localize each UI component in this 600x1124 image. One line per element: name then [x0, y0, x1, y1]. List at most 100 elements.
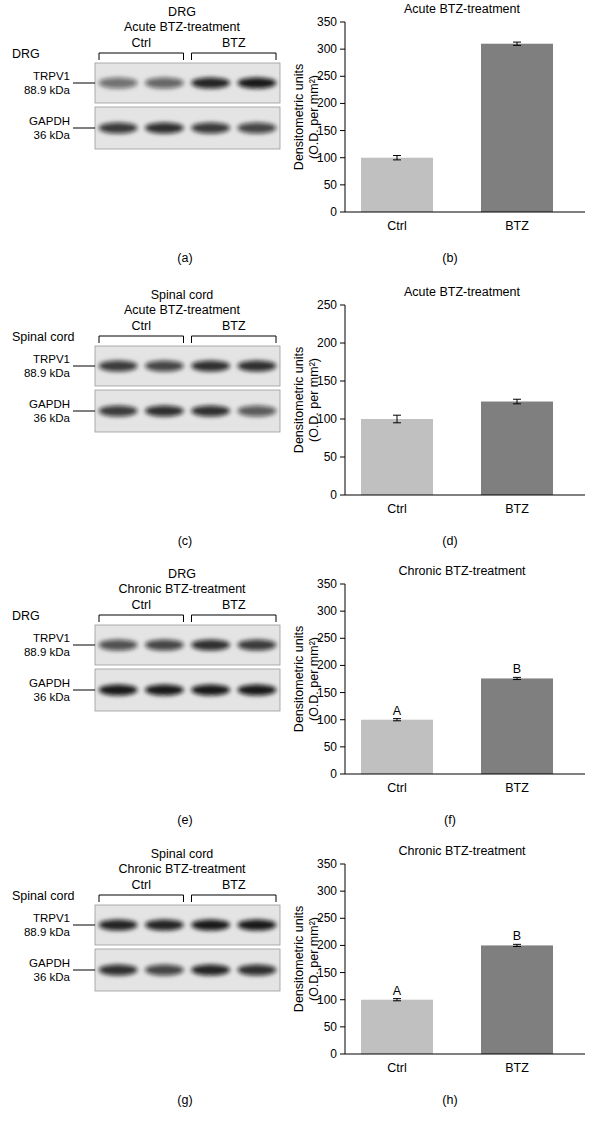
band	[145, 78, 184, 89]
y-tick	[340, 972, 345, 973]
y-tick-label: 300	[317, 42, 337, 56]
chart-title: Chronic BTZ-treatment	[398, 564, 526, 578]
group-label: BTZ	[222, 36, 246, 50]
y-tick	[340, 157, 345, 158]
row-pointer	[73, 925, 95, 926]
y-tick-label: 200	[317, 336, 337, 350]
x-tick-label: Ctrl	[387, 1061, 406, 1075]
y-tick	[340, 130, 345, 131]
annotation: B	[513, 929, 521, 943]
tissue-label: Spinal cord	[12, 889, 75, 903]
bar-chart: Chronic BTZ-treatmentDensitometric units…	[292, 844, 585, 1107]
plot-area	[361, 677, 553, 774]
panel-label: (g)	[177, 1093, 192, 1107]
band	[237, 361, 276, 372]
y-tick-label: 150	[317, 686, 337, 700]
band	[145, 685, 184, 696]
blot-title: Chronic BTZ-treatment	[118, 582, 246, 596]
y-tick	[340, 419, 345, 420]
y-axis-label-line: (O.D. per mm²)	[307, 75, 321, 159]
blot-membrane	[95, 949, 280, 991]
group-bracket	[192, 336, 277, 343]
panel-label: (c)	[178, 534, 193, 548]
bar-chart: Acute BTZ-treatmentDensitometric units(O…	[292, 2, 585, 265]
y-tick-label: 300	[317, 604, 337, 618]
band	[145, 640, 184, 651]
y-axis-label-line: Densitometric units	[292, 347, 306, 453]
panel-label: (e)	[177, 813, 192, 827]
y-tick-label: 0	[330, 488, 337, 502]
tissue-label: DRG	[12, 609, 40, 623]
size-label: 36 kDa	[34, 129, 71, 141]
panel-label: (f)	[444, 813, 456, 827]
band	[145, 406, 184, 417]
y-tick	[340, 611, 345, 612]
blot-title: Acute BTZ-treatment	[124, 20, 241, 34]
band	[191, 920, 230, 931]
size-label: 88.9 kDa	[24, 367, 71, 379]
band	[99, 640, 138, 651]
blot-membrane	[95, 390, 280, 432]
band	[99, 685, 138, 696]
blot-title: DRG	[168, 5, 196, 19]
y-tick	[340, 584, 345, 585]
blot-membrane	[95, 669, 280, 711]
group-label: Ctrl	[132, 36, 151, 50]
bar	[361, 158, 433, 212]
size-label: 88.9 kDa	[24, 926, 71, 938]
band	[237, 123, 276, 134]
row-pointer	[73, 645, 95, 646]
figure: DRGAcute BTZ-treatmentDRGCtrlBTZTRPV188.…	[0, 0, 600, 1124]
band	[191, 78, 230, 89]
group-label: BTZ	[222, 598, 246, 612]
band	[99, 406, 138, 417]
row-pointer	[73, 970, 95, 971]
plot-area	[361, 944, 553, 1054]
blot-panel: Spinal cordAcute BTZ-treatmentSpinal cor…	[12, 288, 280, 548]
y-tick	[340, 1026, 345, 1027]
x-tick-label: BTZ	[505, 219, 529, 233]
band	[145, 123, 184, 134]
y-tick	[340, 999, 345, 1000]
y-tick	[340, 891, 345, 892]
y-tick-label: 250	[317, 298, 337, 312]
y-tick-label: 350	[317, 15, 337, 29]
group-bracket	[192, 53, 277, 60]
x-tick-label: BTZ	[505, 1061, 529, 1075]
protein-label: GAPDH	[29, 957, 70, 969]
protein-label: TRPV1	[33, 632, 70, 644]
panel-label: (b)	[442, 251, 457, 265]
y-tick-label: 0	[330, 205, 337, 219]
y-axis	[345, 864, 346, 1054]
protein-label: GAPDH	[29, 398, 70, 410]
group-bracket	[99, 336, 184, 343]
error-bar	[393, 415, 401, 423]
size-label: 88.9 kDa	[24, 84, 71, 96]
group-label: BTZ	[222, 878, 246, 892]
panel-label: (h)	[442, 1093, 457, 1107]
bar-chart: Chronic BTZ-treatmentDensitometric units…	[292, 564, 585, 827]
panel-label: (a)	[177, 251, 192, 265]
y-tick	[340, 665, 345, 666]
protein-label: TRPV1	[33, 353, 70, 365]
error-bar	[513, 399, 521, 404]
y-tick-label: 50	[324, 1020, 338, 1034]
band	[191, 965, 230, 976]
chart-title: Acute BTZ-treatment	[404, 285, 521, 299]
y-axis	[345, 305, 346, 495]
band	[145, 361, 184, 372]
y-tick-label: 150	[317, 124, 337, 138]
blot-title: Chronic BTZ-treatment	[118, 862, 246, 876]
group-label: Ctrl	[132, 319, 151, 333]
group-bracket	[192, 615, 277, 622]
band	[99, 78, 138, 89]
bar-chart: Acute BTZ-treatmentDensitometric units(O…	[292, 285, 585, 548]
blot-panel: DRGChronic BTZ-treatmentDRGCtrlBTZTRPV18…	[12, 567, 280, 827]
y-tick	[340, 945, 345, 946]
x-tick-label: BTZ	[505, 502, 529, 516]
blot-membrane	[95, 346, 280, 386]
y-tick	[340, 864, 345, 865]
y-tick-label: 200	[317, 96, 337, 110]
protein-label: GAPDH	[29, 115, 70, 127]
band	[191, 406, 230, 417]
